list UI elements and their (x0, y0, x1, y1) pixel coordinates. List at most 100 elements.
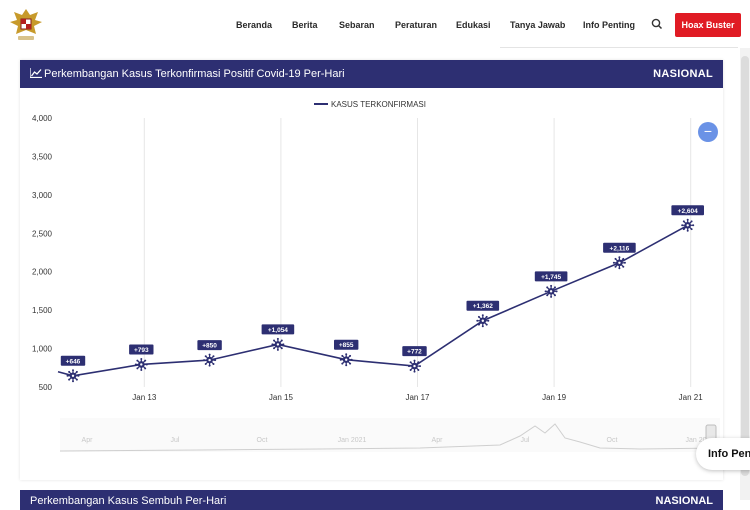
virus-spike-tip (419, 365, 421, 368)
data-label: +2,604 (671, 205, 704, 216)
virus-spike-tip (553, 294, 556, 297)
virus-spike-tip (417, 368, 420, 371)
virus-spike-tip (690, 220, 693, 223)
virus-spike-tip (273, 339, 276, 342)
data-label: +646 (60, 355, 86, 366)
virus-spike-tip (481, 314, 484, 317)
data-label-text: +1,362 (473, 303, 493, 310)
navigator-series (59, 423, 721, 452)
virus-spike-tip (72, 369, 74, 372)
virus-spike-tip (144, 359, 147, 362)
virus-spike-tip (280, 339, 283, 342)
virus-spike-tip (136, 359, 139, 362)
virus-spike-tip (77, 374, 80, 377)
virus-marker-icon (544, 284, 558, 298)
nav-edukasi[interactable]: Edukasi (456, 20, 491, 30)
scrollbar-thumb[interactable] (741, 56, 749, 476)
chart-legend[interactable]: KASUS TERKONFIRMASI (314, 100, 426, 109)
navigator-label: Jan 2021 (338, 437, 367, 444)
data-label-text: +2,116 (610, 245, 630, 252)
virus-spike-tip (208, 364, 211, 367)
navigator-label: Apr (432, 437, 444, 444)
virus-spike-tip (618, 267, 621, 270)
nav-sebaran[interactable]: Sebaran (339, 20, 375, 30)
virus-spike-tip (66, 374, 69, 377)
virus-spike-tip (75, 370, 78, 373)
line-chart-icon (30, 68, 42, 78)
data-label-box (402, 346, 427, 357)
next-card-title: Perkembangan Kasus Sembuh Per-Hari (30, 495, 227, 507)
y-tick-label: 3,000 (32, 191, 53, 200)
y-tick-label: 2,500 (32, 229, 53, 238)
data-label-text: +850 (202, 343, 217, 350)
virus-spike-tip (612, 261, 615, 264)
info-penting-float-button[interactable]: Info Penting (696, 438, 750, 470)
virus-spike-tip (204, 355, 207, 358)
chart-card (20, 60, 723, 480)
hoax-buster-button[interactable]: Hoax Buster (675, 13, 741, 37)
virus-spike-tip (408, 365, 410, 368)
virus-spike-tip (686, 218, 689, 221)
navigator-label: Jul (521, 437, 530, 444)
virus-spike-tip (140, 357, 143, 360)
virus-spike-tip (273, 347, 276, 350)
navigator-label: Jan 20 (685, 437, 706, 444)
data-label-text: +2,604 (678, 208, 698, 215)
virus-spike-tip (623, 261, 626, 264)
virus-core (686, 224, 689, 227)
next-card-region: NASIONAL (655, 495, 713, 507)
data-label-box (261, 324, 295, 335)
top-navbar: Beranda Berita Sebaran Peraturan Edukasi… (0, 0, 750, 50)
virus-spike-tip (618, 256, 621, 259)
nav-berita[interactable]: Berita (292, 20, 318, 30)
card-title-text: Perkembangan Kasus Terkonfirmasi Positif… (44, 68, 345, 80)
navigator-label: Jul (171, 437, 180, 444)
virus-marker-icon (203, 353, 217, 367)
data-label-box (334, 339, 359, 350)
virus-spike-tip (276, 337, 279, 340)
virus-spike-tip (341, 362, 344, 365)
nav-peraturan[interactable]: Peraturan (395, 20, 438, 30)
data-label-text: +1,745 (541, 274, 561, 281)
virus-spike-tip (692, 224, 695, 227)
card-region: NASIONAL (653, 68, 713, 80)
reset-zoom-button[interactable]: − (698, 122, 718, 142)
virus-spike-tip (682, 220, 685, 223)
navigator-label: Oct (607, 437, 618, 444)
garuda-logo[interactable] (8, 6, 44, 44)
y-tick-label: 1,000 (32, 345, 53, 354)
header-divider (500, 47, 738, 48)
card-title: Perkembangan Kasus Terkonfirmasi Positif… (30, 68, 345, 80)
nav-tanya-jawab[interactable]: Tanya Jawab (510, 20, 566, 30)
virus-spike-tip (614, 265, 617, 268)
virus-spike-tip (686, 229, 689, 232)
virus-marker-icon (66, 369, 80, 383)
virus-spike-tip (544, 290, 547, 293)
virus-spike-tip (477, 315, 480, 318)
y-tick-label: 2,000 (32, 268, 53, 277)
virus-spike-tip (280, 347, 283, 350)
virus-core (549, 290, 553, 293)
virus-spike-tip (485, 315, 488, 318)
x-tick-label: Jan 21 (679, 393, 704, 402)
virus-spike-tip (282, 343, 285, 346)
nav-beranda[interactable]: Beranda (236, 20, 273, 30)
virus-core (345, 358, 348, 361)
navigator-label: Apr (82, 437, 94, 444)
virus-spike-tip (409, 361, 412, 364)
nav-info-penting[interactable]: Info Penting (583, 20, 635, 30)
search-icon[interactable] (650, 17, 664, 31)
virus-spike-tip (349, 354, 352, 357)
data-label-text: +772 (407, 349, 422, 356)
data-label-text: +793 (134, 347, 149, 354)
virus-core (71, 374, 75, 377)
data-label-box (466, 300, 500, 311)
virus-spike-tip (413, 359, 416, 362)
virus-spike-tip (212, 355, 215, 358)
virus-spike-tip (350, 358, 353, 361)
virus-spike-tip (553, 286, 556, 289)
virus-marker-icon (612, 256, 626, 270)
virus-marker-icon (476, 314, 490, 328)
data-label-box (129, 344, 154, 355)
virus-spike-tip (485, 323, 488, 326)
